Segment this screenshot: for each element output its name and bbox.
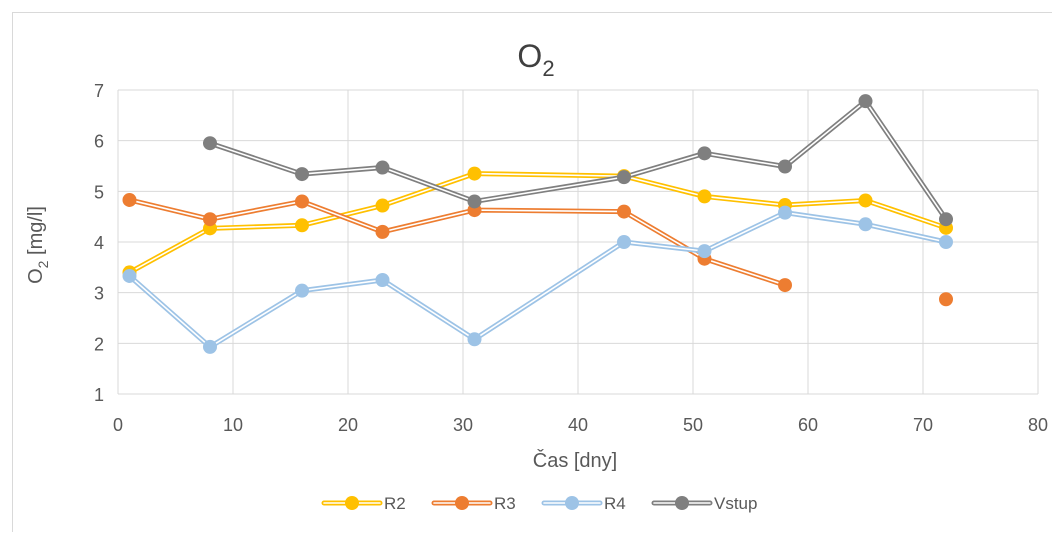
x-tick-labels: 0 10 20 30 40 50 60 70 80 (113, 415, 1048, 435)
point-r3 (375, 224, 390, 239)
point-vstup (467, 194, 482, 209)
point-r3 (203, 212, 217, 227)
point-r2 (697, 189, 712, 204)
point-vstup (697, 146, 712, 161)
point-r4 (939, 235, 953, 249)
legend-marker-r2 (345, 496, 359, 510)
series-lines (127, 98, 949, 350)
line-r2 (127, 171, 949, 275)
y-tick-label: 4 (94, 233, 104, 253)
point-vstup (939, 212, 953, 227)
legend-label-r2: R2 (384, 494, 406, 513)
gridlines (117, 89, 1039, 395)
x-tick-label: 30 (453, 415, 473, 435)
y-axis-label: O2 [mg/l] (25, 206, 51, 284)
x-tick-label: 70 (913, 415, 933, 435)
legend-label-vstup: Vstup (714, 494, 757, 513)
y-tick-labels: 1 2 3 4 5 6 7 (94, 81, 104, 405)
point-vstup (617, 170, 631, 185)
chart-frame (12, 12, 1052, 532)
point-r2 (375, 198, 390, 213)
point-r4 (203, 339, 217, 354)
point-r4 (467, 332, 482, 347)
legend-marker-r4 (565, 496, 579, 510)
legend-label-r3: R3 (494, 494, 516, 513)
x-axis-label: Čas [dny] (533, 449, 617, 472)
point-r4 (778, 205, 792, 220)
y-tick-label: 2 (94, 334, 104, 354)
point-vstup (858, 94, 873, 109)
line-r4-inner (128, 211, 947, 348)
x-tick-label: 60 (798, 415, 818, 435)
point-r4 (122, 268, 137, 283)
point-r2 (467, 166, 482, 181)
x-tick-label: 0 (113, 415, 123, 435)
point-vstup (375, 160, 390, 175)
point-r3 (295, 194, 309, 209)
point-r4 (295, 283, 309, 298)
point-r4 (697, 244, 712, 259)
point-r3 (122, 192, 137, 207)
y-tick-label: 6 (94, 132, 104, 152)
point-r4 (617, 235, 631, 249)
legend-marker-vstup (675, 496, 689, 510)
point-vstup (295, 167, 309, 182)
y-tick-label: 1 (94, 385, 104, 405)
x-tick-label: 80 (1028, 415, 1048, 435)
x-tick-label: 50 (683, 415, 703, 435)
legend-marker-r3 (455, 496, 469, 510)
y-tick-label: 3 (94, 284, 104, 304)
line-r2-inner (128, 172, 947, 274)
point-r3 (939, 292, 953, 307)
line-r4 (127, 210, 949, 350)
point-r4 (858, 217, 873, 232)
point-vstup (778, 159, 792, 174)
line-r3 (127, 197, 788, 288)
y-tick-label: 5 (94, 182, 104, 202)
chart-title: O2 (517, 38, 554, 81)
x-tick-label: 10 (223, 415, 243, 435)
point-vstup (203, 136, 217, 151)
legend: R2 R3 R4 Vstup (321, 494, 757, 513)
point-r3 (617, 204, 631, 219)
point-r3 (778, 278, 792, 293)
point-r2 (858, 193, 873, 208)
legend-label-r4: R4 (604, 494, 626, 513)
x-tick-label: 20 (338, 415, 358, 435)
series-points (122, 94, 953, 354)
point-r2 (295, 218, 309, 233)
point-r4 (375, 273, 390, 287)
x-tick-label: 40 (568, 415, 588, 435)
y-tick-label: 7 (94, 81, 104, 101)
